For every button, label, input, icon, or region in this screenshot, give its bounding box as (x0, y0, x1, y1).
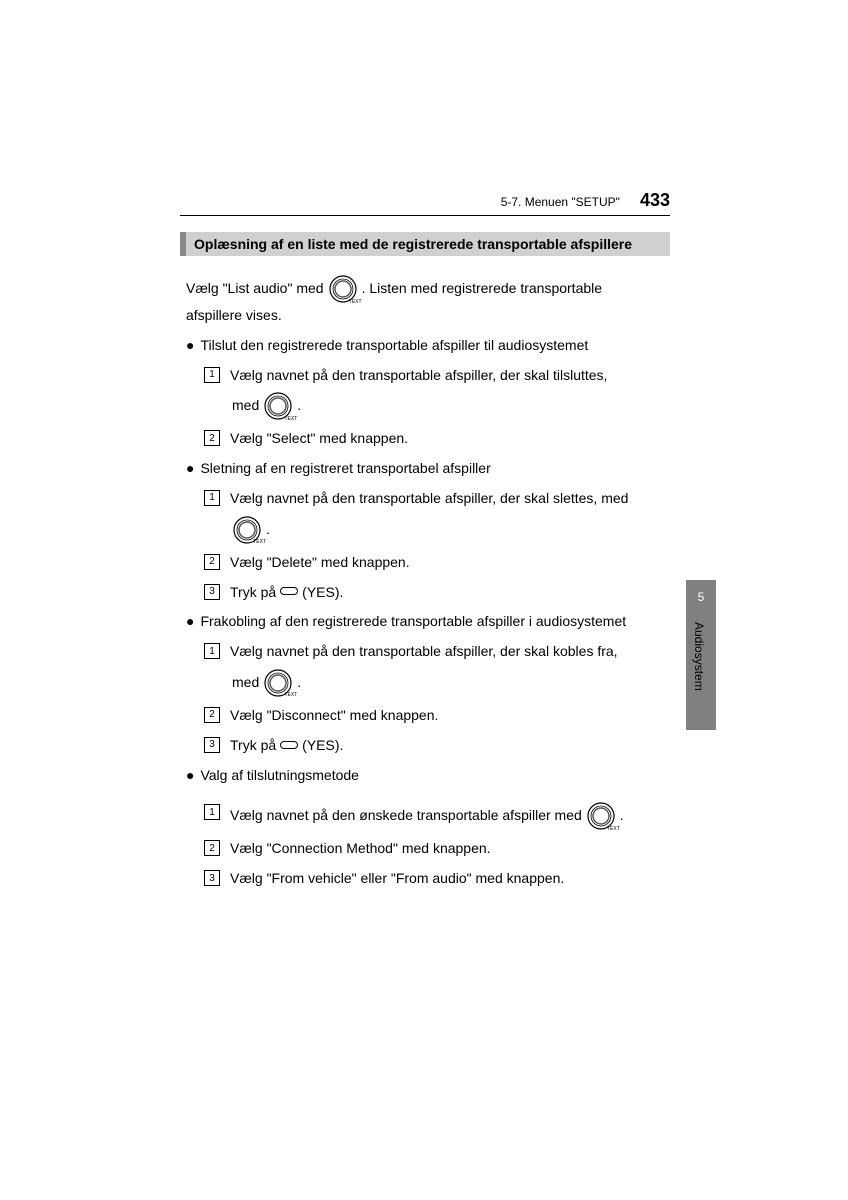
step-number: 2 (204, 840, 220, 856)
trail-text: med (232, 671, 259, 695)
step-pre: Tryk på (230, 734, 276, 758)
section-label: 5-7. Menuen "SETUP" (501, 195, 620, 209)
step-number: 1 (204, 643, 220, 659)
step-number: 2 (204, 707, 220, 723)
trail-after: . (297, 394, 301, 418)
intro-text-3: afspillere vises. (186, 304, 670, 328)
knob-text-label: TEXT (284, 691, 297, 700)
chapter-label: Audiosystem (692, 622, 706, 691)
step-continuation: med TEXT . (232, 668, 670, 698)
bullet-item: ● Sletning af en registreret transportab… (186, 457, 670, 481)
step-number: 1 (204, 367, 220, 383)
step-inline-text: Vælg navnet på den ønskede transportable… (230, 804, 582, 828)
intro-line-1: Vælg "List audio" med TEXT . Listen med … (186, 274, 670, 304)
step-text: Vælg navnet på den transportable afspill… (230, 487, 670, 511)
trail-after: . (266, 518, 270, 542)
bullet-item: ● Valg af tilslutningsmetode (186, 764, 670, 788)
bullet-icon: ● (186, 334, 194, 358)
bullet-text: Frakobling af den registrerede transport… (200, 610, 626, 634)
knob-icon: TEXT (328, 274, 358, 304)
bullet-text: Tilslut den registrerede transportable a… (200, 334, 588, 358)
knob-text-label: TEXT (284, 415, 297, 424)
trail-text: med (232, 394, 259, 418)
step-text: Vælg "Connection Method" med knappen. (230, 837, 670, 861)
bullet-item: ● Tilslut den registrerede transportable… (186, 334, 670, 358)
chapter-number: 5 (698, 590, 705, 604)
step-number: 2 (204, 430, 220, 446)
bullet-icon: ● (186, 610, 194, 634)
knob-icon: TEXT (586, 801, 616, 831)
knob-icon: TEXT (232, 515, 262, 545)
knob-icon: TEXT (263, 668, 293, 698)
bullet-text: Valg af tilslutningsmetode (200, 764, 359, 788)
step-text: Vælg navnet på den ønskede transportable… (230, 801, 670, 831)
button-icon (280, 587, 298, 595)
step-row: 1 Vælg navnet på den transportable afspi… (204, 487, 670, 511)
step-row: 1 Vælg navnet på den transportable afspi… (204, 364, 670, 388)
bullet-text: Sletning af en registreret transportabel… (200, 457, 490, 481)
step-text: Vælg "Delete" med knappen. (230, 551, 670, 575)
bullet-icon: ● (186, 457, 194, 481)
knob-text-label: TEXT (607, 825, 620, 834)
knob-text-label: TEXT (253, 538, 266, 547)
trail-after: . (297, 671, 301, 695)
page-content: 5-7. Menuen "SETUP" 433 Oplæsning af en … (180, 190, 670, 891)
step-row: 2 Vælg "Select" med knappen. (204, 427, 670, 451)
bullet-icon: ● (186, 764, 194, 788)
step-text: Vælg "Select" med knappen. (230, 427, 670, 451)
body-content: Vælg "List audio" med TEXT . Listen med … (180, 274, 670, 891)
intro-text-1: Vælg "List audio" med (186, 277, 324, 301)
trail-after: . (620, 804, 624, 828)
step-text: Vælg navnet på den transportable afspill… (230, 640, 670, 664)
step-row: 1 Vælg navnet på den ønskede transportab… (204, 801, 670, 831)
step-row: 2 Vælg "Delete" med knappen. (204, 551, 670, 575)
step-row: 1 Vælg navnet på den transportable afspi… (204, 640, 670, 664)
step-number: 2 (204, 554, 220, 570)
button-icon (280, 741, 298, 749)
step-text: Vælg "From vehicle" eller "From audio" m… (230, 867, 670, 891)
step-continuation: TEXT . (232, 515, 670, 545)
step-number: 1 (204, 490, 220, 506)
knob-icon: TEXT (263, 391, 293, 421)
step-pre: Tryk på (230, 581, 276, 605)
page-header: 5-7. Menuen "SETUP" 433 (180, 190, 670, 216)
step-text: Vælg "Disconnect" med knappen. (230, 704, 670, 728)
step-continuation: med TEXT . (232, 391, 670, 421)
step-row: 3 Vælg "From vehicle" eller "From audio"… (204, 867, 670, 891)
bullet-item: ● Frakobling af den registrerede transpo… (186, 610, 670, 634)
step-row: 2 Vælg "Disconnect" med knappen. (204, 704, 670, 728)
step-number: 1 (204, 804, 220, 820)
knob-text-label: TEXT (349, 298, 362, 307)
step-text: Vælg navnet på den transportable afspill… (230, 364, 670, 388)
step-text: Tryk på (YES). (230, 581, 670, 605)
section-title: Oplæsning af en liste med de registrered… (180, 232, 670, 256)
intro-text-2: . Listen med registrerede transportable (362, 277, 602, 301)
step-row: 3 Tryk på (YES). (204, 581, 670, 605)
step-row: 2 Vælg "Connection Method" med knappen. (204, 837, 670, 861)
step-row: 3 Tryk på (YES). (204, 734, 670, 758)
page-number: 433 (640, 190, 670, 211)
step-post: (YES). (302, 734, 343, 758)
step-post: (YES). (302, 581, 343, 605)
step-number: 3 (204, 737, 220, 753)
step-number: 3 (204, 870, 220, 886)
step-text: Tryk på (YES). (230, 734, 670, 758)
step-number: 3 (204, 584, 220, 600)
